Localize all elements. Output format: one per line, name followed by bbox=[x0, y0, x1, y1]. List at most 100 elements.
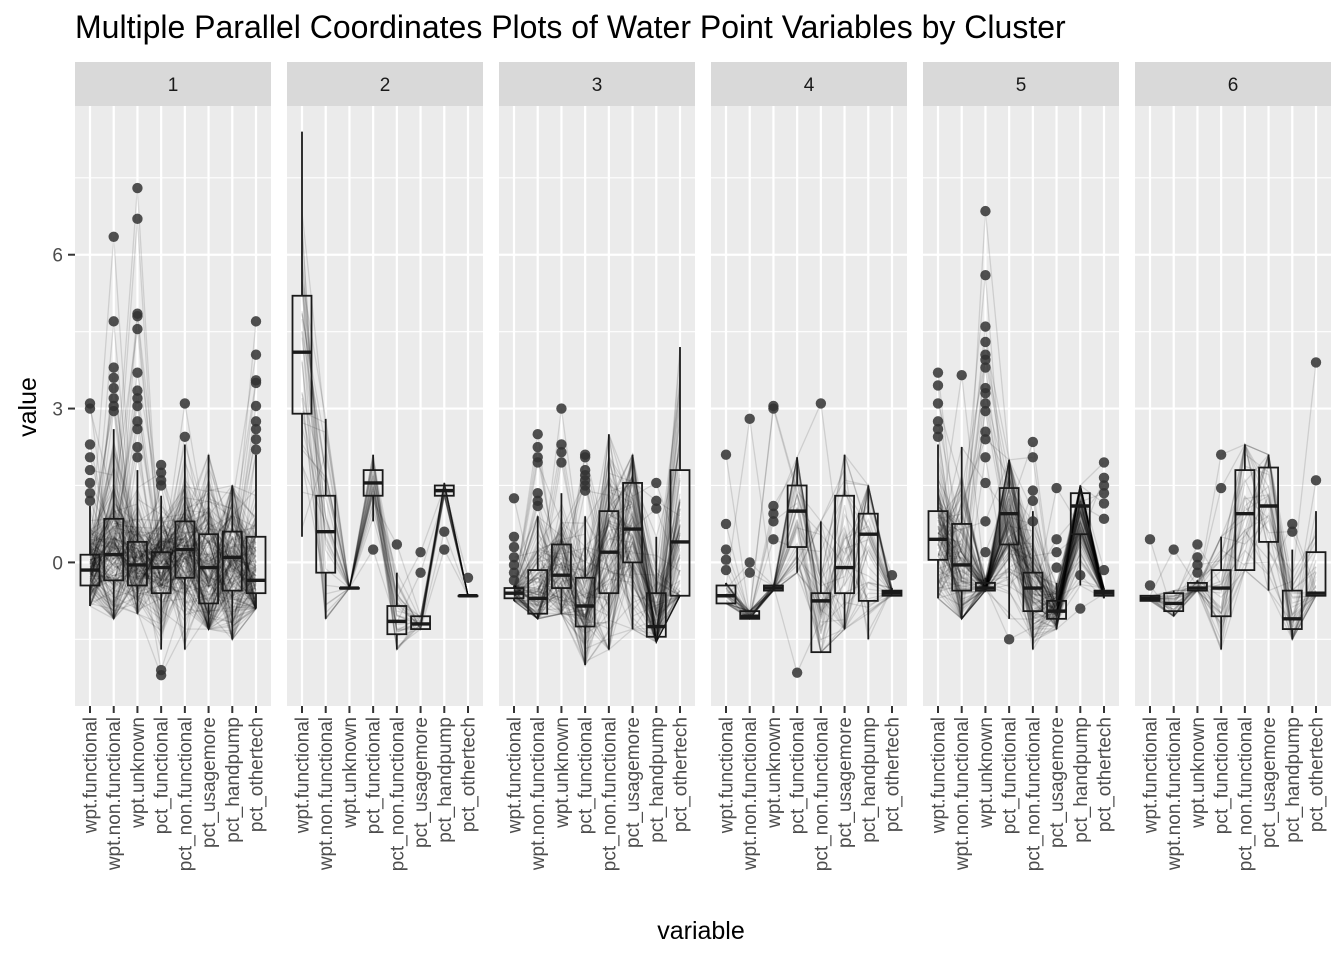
parallel-line bbox=[725, 532, 893, 620]
parallel-line bbox=[937, 487, 1105, 620]
parallel-line bbox=[937, 410, 1105, 627]
parallel-line bbox=[937, 477, 1105, 613]
parallel-line bbox=[89, 464, 257, 632]
parallel-line bbox=[89, 488, 257, 629]
outlier-point bbox=[720, 518, 732, 530]
boxplots bbox=[503, 347, 691, 665]
outlier-point bbox=[132, 182, 143, 194]
parallel-line bbox=[301, 426, 469, 632]
parallel-line bbox=[89, 493, 257, 613]
outlier-point bbox=[980, 477, 991, 489]
parallel-line bbox=[89, 503, 257, 627]
parallel-line bbox=[937, 490, 1105, 607]
parallel-line bbox=[89, 534, 257, 632]
parallel-line bbox=[937, 326, 1105, 631]
parallel-line bbox=[301, 397, 469, 626]
parallel-line bbox=[89, 354, 257, 583]
boxplot-pct_othertech bbox=[457, 594, 479, 598]
parallel-line bbox=[513, 418, 681, 643]
parallel-line bbox=[937, 494, 1105, 603]
parallel-line bbox=[301, 337, 469, 632]
parallel-line bbox=[1149, 442, 1317, 650]
parallel-line bbox=[89, 537, 257, 612]
parallel-line bbox=[725, 466, 893, 614]
parallel-line bbox=[725, 475, 893, 617]
parallel-line bbox=[89, 477, 257, 630]
parallel-line bbox=[89, 500, 257, 609]
outlier-point bbox=[980, 426, 991, 437]
boxplot-wpt.functional bbox=[79, 506, 101, 606]
outlier-point bbox=[108, 231, 119, 242]
outlier-point bbox=[1051, 534, 1062, 545]
boxplot-pct_non.functional bbox=[174, 444, 196, 650]
x-tick-label: pct_functional bbox=[576, 717, 597, 834]
parallel-line bbox=[89, 541, 257, 609]
chart-title: Multiple Parallel Coordinates Plots of W… bbox=[75, 9, 1066, 45]
outlier-point bbox=[250, 423, 262, 435]
parallel-line bbox=[937, 375, 1105, 601]
outlier-point bbox=[1144, 534, 1156, 545]
parallel-line bbox=[937, 501, 1105, 605]
parallel-line bbox=[301, 392, 469, 621]
outlier-point bbox=[532, 457, 543, 468]
parallel-line bbox=[89, 497, 257, 596]
outlier-point bbox=[84, 477, 96, 489]
parallel-line bbox=[301, 256, 469, 631]
parallel-line bbox=[301, 362, 469, 633]
outlier-point bbox=[155, 670, 167, 681]
parallel-line bbox=[937, 476, 1105, 605]
outlier-point bbox=[1051, 562, 1062, 573]
parallel-line bbox=[937, 484, 1105, 598]
outlier-point bbox=[556, 403, 567, 414]
parallel-line bbox=[301, 212, 469, 630]
parallel-line bbox=[937, 537, 1105, 640]
parallel-line bbox=[89, 500, 257, 599]
parallel-line bbox=[301, 360, 469, 652]
x-axis-3: wpt.functional wpt.non.functional wpt.unkn… bbox=[505, 706, 692, 871]
outlier-point bbox=[980, 336, 991, 348]
boxplot-box bbox=[315, 494, 337, 574]
parallel-line bbox=[725, 457, 893, 619]
outlier-point bbox=[1098, 457, 1110, 468]
parallel-line bbox=[89, 516, 257, 628]
parallel-line bbox=[89, 520, 257, 631]
major-gridlines bbox=[287, 106, 483, 706]
parallel-line bbox=[513, 513, 681, 623]
parallel-line bbox=[89, 403, 257, 611]
x-tick-label: pct_functional bbox=[1000, 717, 1021, 834]
strip-label: 3 bbox=[592, 75, 603, 96]
panel-background bbox=[923, 106, 1119, 706]
x-tick-label: pct_usagemore bbox=[411, 717, 432, 848]
boxplots bbox=[79, 429, 267, 650]
outlier-point bbox=[367, 544, 379, 555]
parallel-line bbox=[513, 456, 681, 634]
boxplot-box bbox=[245, 535, 267, 595]
facet-panel-1: 1 wpt.functional wpt.non.functional wpt.unk… bbox=[75, 62, 271, 871]
parallel-line bbox=[1149, 494, 1317, 641]
x-tick-label: wpt.unknown bbox=[128, 717, 149, 829]
x-tick-label: pct_handpump bbox=[435, 717, 456, 843]
parallel-line bbox=[513, 375, 681, 631]
parallel-line bbox=[937, 506, 1105, 627]
outlier-point bbox=[980, 321, 991, 332]
boxplot-pct_functional bbox=[998, 459, 1020, 619]
parallel-line bbox=[725, 454, 893, 615]
parallel-line bbox=[937, 495, 1105, 617]
x-tick-label: wpt.non.functional bbox=[740, 717, 761, 871]
outlier-point bbox=[1192, 552, 1203, 563]
parallel-line bbox=[513, 483, 681, 644]
parallel-line bbox=[89, 522, 257, 610]
parallel-line bbox=[301, 312, 469, 648]
minor-gridlines bbox=[923, 177, 1119, 640]
parallel-line bbox=[301, 460, 469, 631]
parallel-line bbox=[89, 488, 257, 582]
outlier-point bbox=[720, 449, 732, 460]
outlier-point bbox=[720, 554, 732, 566]
boxplot-box bbox=[1281, 589, 1303, 630]
parallel-line bbox=[1149, 443, 1317, 619]
outlier-point bbox=[415, 546, 426, 558]
parallel-line bbox=[89, 526, 257, 569]
x-tick-label: pct_handpump bbox=[223, 717, 244, 843]
parallel-line bbox=[513, 460, 681, 617]
parallel-line bbox=[937, 519, 1105, 600]
